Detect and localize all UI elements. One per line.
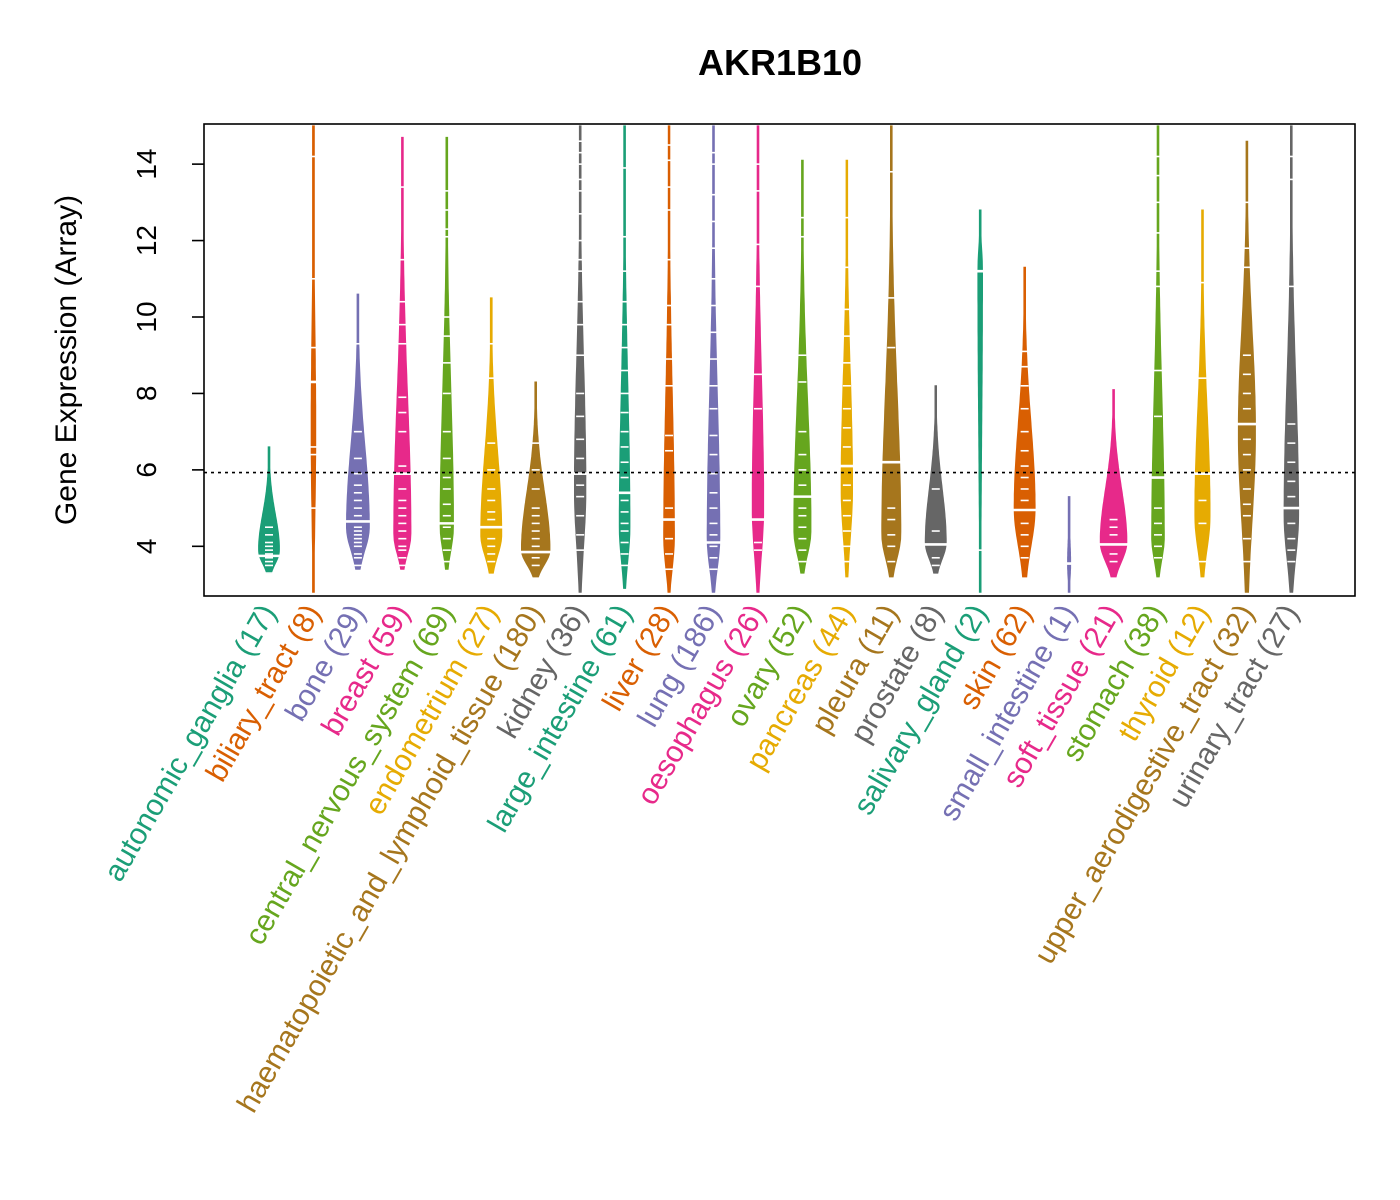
violin-breast [384, 136, 421, 570]
y-tick-label: 14 [131, 149, 162, 180]
violin-salivary_gland [962, 209, 999, 593]
violin-upper_aerodigestive_tract [1228, 140, 1265, 593]
violin-body [1013, 266, 1036, 578]
violin-liver [651, 125, 688, 593]
violin-soft_tissue [1095, 389, 1132, 578]
y-axis: 4 6 8 10 12 14 [131, 149, 204, 555]
y-tick-label: 6 [131, 462, 162, 478]
violin-bone [339, 293, 376, 570]
category-label-autonomic_ganglia: autonomic_ganglia (17) [98, 599, 283, 887]
violin-body [793, 159, 812, 574]
violin-body [1067, 496, 1072, 593]
violin-body [751, 125, 765, 593]
violin-body [393, 136, 412, 570]
violin-central_nervous_system [428, 136, 465, 570]
y-axis-label: Gene Expression (Array) [50, 195, 83, 525]
violin-large_intestine [606, 125, 643, 589]
violin-kidney [562, 125, 599, 593]
violin-body [881, 125, 902, 578]
violin-haematopoietic_and_lymphoid_tissue [517, 381, 554, 578]
y-tick-label: 4 [131, 539, 162, 555]
violin-endometrium [473, 297, 510, 574]
violin-ovary [784, 159, 821, 574]
violin-oesophagus [739, 125, 776, 593]
violin-body [840, 159, 853, 578]
violin-body [521, 381, 551, 578]
y-tick-label: 8 [131, 386, 162, 402]
plot-frame [203, 123, 1356, 597]
violin-thyroid [1184, 209, 1221, 578]
violin-body [574, 125, 587, 593]
violin-body [977, 209, 983, 593]
violin-body [258, 446, 280, 574]
violin-autonomic_ganglia [251, 446, 287, 574]
violin-body [480, 297, 503, 574]
violin-layer [251, 125, 1310, 593]
violin-urinary_tract [1273, 125, 1310, 593]
y-tick-label: 10 [131, 301, 162, 332]
x-category-labels: autonomic_ganglia (17)biliary_tract (8)b… [98, 599, 1306, 1118]
chart-title: AKR1B10 [698, 42, 862, 83]
violin-prostate [917, 385, 954, 574]
violin-skin [1006, 266, 1043, 578]
violin-pancreas [828, 159, 865, 578]
violin-pleura [873, 125, 910, 578]
violin-body [618, 125, 631, 589]
violin-body [1194, 209, 1211, 578]
violin-stomach [1140, 125, 1176, 578]
violin-body [924, 385, 947, 574]
violin-body [1151, 125, 1165, 578]
violin-lung [695, 125, 732, 593]
violin-body [310, 125, 317, 593]
violin-body [1283, 125, 1300, 593]
violin-body [439, 136, 454, 570]
violin-biliary_tract [295, 125, 332, 593]
y-tick-label: 12 [131, 225, 162, 256]
violin-body [1099, 389, 1128, 578]
violin-small_intestine [1051, 496, 1088, 593]
violin-body [1237, 140, 1256, 593]
